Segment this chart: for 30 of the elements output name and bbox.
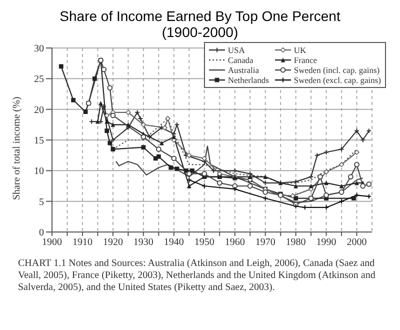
y-tick-label: 10 xyxy=(34,166,44,178)
x-tick-label: 1980 xyxy=(286,237,306,248)
chart-title: Share of Income Earned By Top One Percent xyxy=(58,8,342,24)
chart-subtitle: (1900-2000) xyxy=(160,24,240,40)
y-tick-label: 15 xyxy=(34,136,44,147)
legend-label: Sweden (excl. cap. gains) xyxy=(292,75,381,85)
x-tick-label: 1900 xyxy=(42,237,62,248)
legend-label: Canada xyxy=(226,55,254,65)
legend-label: France xyxy=(292,55,318,65)
legend-label: USA xyxy=(226,45,246,55)
y-tick-label: 25 xyxy=(34,74,44,86)
x-tick-label: 1950 xyxy=(194,237,214,248)
y-tick-label: 30 xyxy=(34,44,44,55)
legend-label: UK xyxy=(292,45,308,55)
caption: CHART 1.1 Notes and Sources: Australia (Atkinson and Leigh, 2006), Canada (Saez and Veall, 2005), France (Piketty, 2003), Netherlands and the United Kingdom (Atkinson and Salverda, 2005), and the United States (Piketty and Saez, 2003). xyxy=(18,258,376,294)
x-tick-label: 1970 xyxy=(255,237,276,248)
x-tick-label: 1920 xyxy=(102,237,123,248)
y-tick-label: 0 xyxy=(39,228,44,239)
y-tick-label: 5 xyxy=(39,196,44,208)
x-tick-label: 1930 xyxy=(133,237,154,248)
x-tick-label: 1910 xyxy=(72,237,92,248)
y-axis-title: Share of total income (%) xyxy=(12,96,23,200)
y-tick-label: 20 xyxy=(34,104,44,116)
legend-label: Netherlands xyxy=(226,75,269,85)
x-tick-label: 2000 xyxy=(346,237,367,248)
x-tick-label: 1960 xyxy=(224,237,245,248)
legend-label: Australia xyxy=(226,65,260,75)
legend-label: Sweden (incl. cap. gains) xyxy=(292,65,381,75)
x-tick-label: 1940 xyxy=(164,237,184,248)
x-tick-label: 1990 xyxy=(316,237,336,248)
